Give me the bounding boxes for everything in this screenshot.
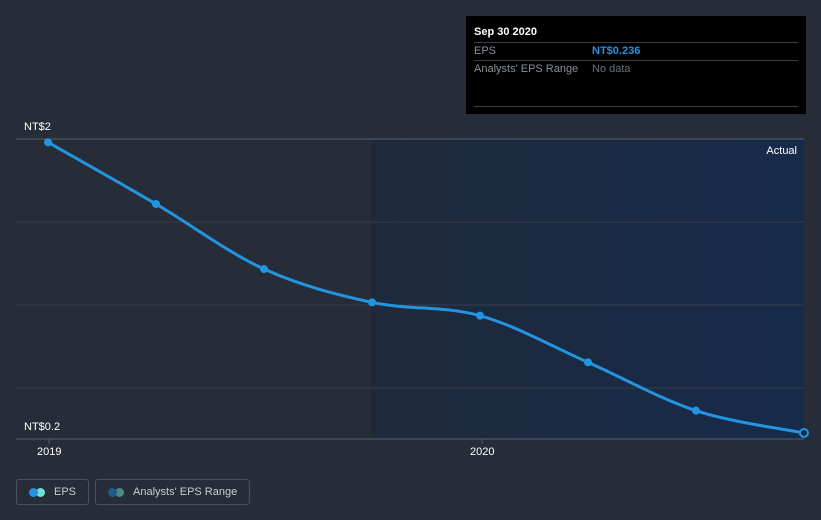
- swatch-dot: [108, 487, 118, 497]
- legend-item-analysts-range[interactable]: Analysts' EPS Range: [95, 479, 251, 505]
- eps-point[interactable]: [476, 311, 484, 320]
- eps-point[interactable]: [44, 138, 52, 147]
- tooltip-eps-label: EPS: [474, 45, 497, 57]
- tooltip-row-eps: EPS NT$0.236: [474, 43, 798, 61]
- eps-swatch-icon: [29, 487, 45, 497]
- eps-point[interactable]: [584, 358, 592, 367]
- actual-region-label: Actual: [766, 145, 797, 157]
- eps-point-selected[interactable]: [799, 428, 809, 438]
- eps-point[interactable]: [152, 200, 160, 208]
- tooltip-range-value: No data: [592, 63, 631, 75]
- x-axis-label-2019: 2019: [37, 446, 62, 458]
- legend-item-eps[interactable]: EPS: [16, 479, 90, 505]
- tooltip-eps-value: NT$0.236: [592, 45, 641, 57]
- eps-point[interactable]: [692, 406, 700, 415]
- eps-point[interactable]: [260, 265, 268, 273]
- legend-range-label: Analysts' EPS Range: [133, 486, 238, 498]
- y-axis-label-bottom: NT$0.2: [24, 421, 61, 433]
- range-swatch-icon: [108, 487, 125, 497]
- chart-legend: EPS Analysts' EPS Range: [16, 479, 251, 505]
- x-axis-label-2020: 2020: [470, 446, 495, 458]
- tooltip-date: Sep 30 2020: [474, 24, 798, 43]
- swatch-dot: [29, 487, 38, 497]
- eps-series: [44, 138, 809, 438]
- swatch-dot: [115, 487, 125, 497]
- tooltip-row-range: Analysts' EPS Range No data: [474, 61, 798, 78]
- tooltip-range-label: Analysts' EPS Range: [474, 63, 579, 75]
- y-axis-label-top: NT$2: [24, 121, 51, 133]
- legend-eps-label: EPS: [54, 486, 77, 498]
- eps-line: [47, 141, 805, 435]
- actual-region: [371, 139, 804, 439]
- tooltip-divider: [474, 106, 798, 107]
- swatch-dot: [36, 487, 45, 497]
- data-tooltip: Sep 30 2020 EPS NT$0.236 Analysts' EPS R…: [466, 16, 806, 114]
- eps-point[interactable]: [368, 298, 376, 307]
